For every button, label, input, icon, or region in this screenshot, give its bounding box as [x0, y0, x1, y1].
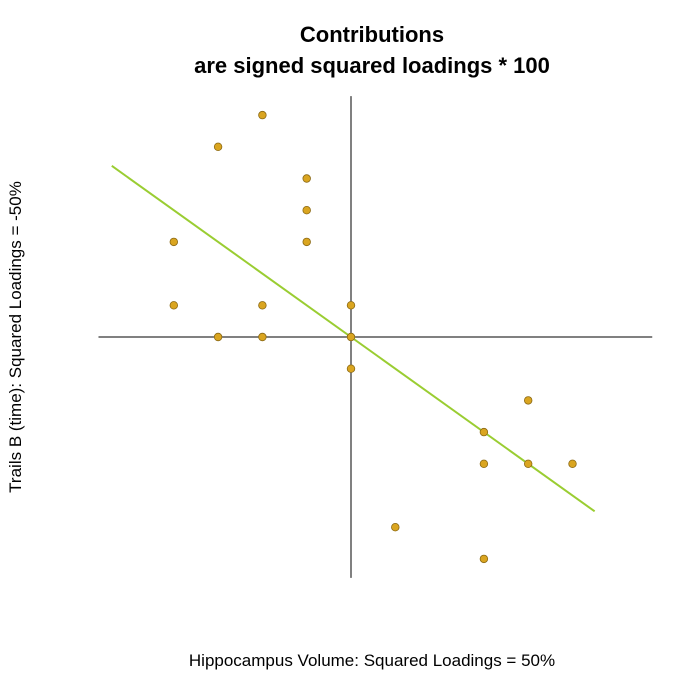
data-point [258, 332, 267, 342]
data-points [169, 110, 577, 564]
x-axis-label: Hippocampus Volume: Squared Loadings = 5… [188, 651, 556, 670]
data-point [479, 459, 489, 468]
data-point [213, 332, 223, 342]
data-point [169, 237, 178, 247]
data-point [258, 301, 267, 310]
data-point [568, 459, 577, 468]
data-point [391, 523, 400, 532]
data-point [302, 205, 311, 215]
data-point [346, 364, 356, 373]
data-point [302, 237, 311, 247]
data-point [169, 301, 178, 310]
data-point [479, 554, 489, 564]
data-point [258, 110, 267, 120]
data-point [302, 174, 311, 183]
y-axis-label: Trails B (time): Squared Loadings = -50% [6, 181, 25, 493]
chart-title: Contributions [299, 22, 445, 47]
chart-subtitle: are signed squared loadings * 100 [194, 53, 550, 78]
data-point [346, 332, 356, 342]
data-point [524, 396, 533, 405]
data-point [213, 142, 223, 151]
data-point [524, 459, 533, 468]
data-point [346, 301, 356, 310]
data-point [479, 427, 489, 437]
